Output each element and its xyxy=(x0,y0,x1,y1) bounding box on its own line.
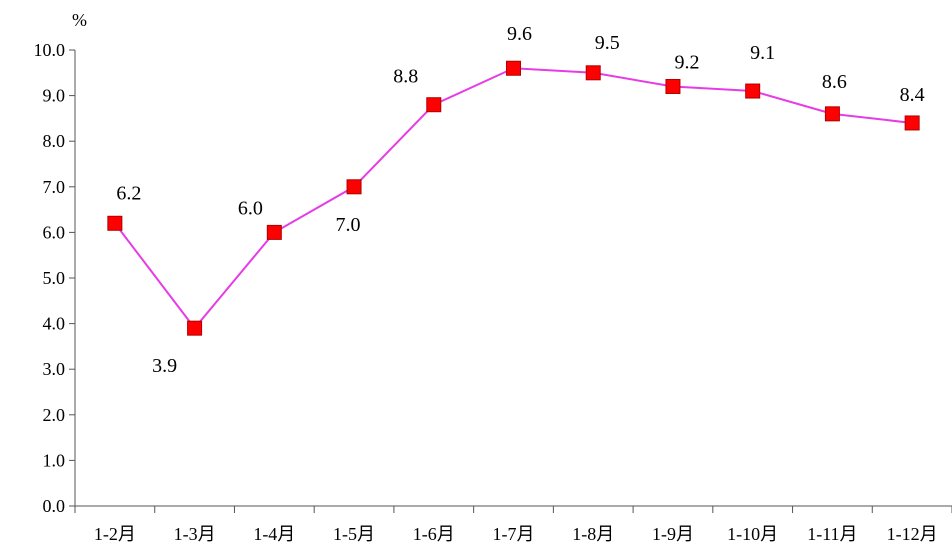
data-labels-group: 6.2 3.9 6.0 7.0 8.8 9.6 9.5 9.2 9.1 8.6 8.4 xyxy=(116,23,924,377)
data-point-marker xyxy=(266,224,282,240)
data-label: 9.5 xyxy=(595,32,620,54)
data-point-marker xyxy=(107,215,123,231)
series-line xyxy=(114,67,913,330)
x-tick-label: 1-4月 xyxy=(253,524,295,544)
y-tick-label: 9.0 xyxy=(43,86,66,106)
x-tick-label: 1-7月 xyxy=(493,524,535,544)
x-tick-label: 1-6月 xyxy=(413,524,455,544)
data-point-marker xyxy=(665,78,681,94)
y-tick-label: 5.0 xyxy=(43,268,66,288)
data-point-marker xyxy=(506,60,521,76)
data-label: 8.4 xyxy=(900,84,925,106)
data-label: 7.0 xyxy=(336,214,361,236)
y-axis-unit-label: % xyxy=(72,10,87,30)
data-point-marker xyxy=(824,106,840,122)
x-tick-label: 1-10月 xyxy=(727,524,778,544)
data-label: 3.9 xyxy=(152,355,177,377)
x-tick-label: 1-12月 xyxy=(887,524,938,544)
data-point-marker xyxy=(745,83,761,99)
data-point-marker xyxy=(585,65,601,81)
x-tick-label: 1-3月 xyxy=(174,524,216,544)
x-tick-label: 1-9月 xyxy=(652,524,694,544)
data-label: 9.6 xyxy=(507,23,532,45)
x-axis: 1-2月 1-3月 1-4月 1-5月 1-6月 1-7月 1-8月 1-9月 1-10月 1-1… xyxy=(74,505,952,544)
x-tick-label: 1-2月 xyxy=(94,524,136,544)
x-tick-label: 1-5月 xyxy=(333,524,375,544)
y-tick-label: 6.0 xyxy=(43,222,66,242)
y-tick-label: 0.0 xyxy=(43,496,66,516)
x-tick-label: 1-8月 xyxy=(572,524,614,544)
data-point-marker xyxy=(187,320,203,336)
y-tick-label: 4.0 xyxy=(43,314,66,334)
y-tick-label: 1.0 xyxy=(43,450,66,470)
series-group xyxy=(107,60,920,336)
x-tick-label: 1-11月 xyxy=(807,524,857,544)
y-tick-label: 10.0 xyxy=(34,40,66,60)
data-label: 8.6 xyxy=(822,71,847,93)
data-point-marker xyxy=(904,115,920,131)
y-axis: 0.0 1.0 2.0 3.0 4.0 5.0 6.0 7.0 8.0 9.0 10.0 xyxy=(34,40,76,516)
y-tick-label: 2.0 xyxy=(43,405,66,425)
data-label: 9.1 xyxy=(750,42,775,64)
y-tick-label: 7.0 xyxy=(43,177,66,197)
data-label: 6.0 xyxy=(238,197,263,219)
data-point-marker xyxy=(426,97,442,113)
data-label: 8.8 xyxy=(393,66,418,88)
y-tick-label: 3.0 xyxy=(43,359,66,379)
data-label: 6.2 xyxy=(116,182,141,204)
y-tick-label: 8.0 xyxy=(43,131,66,151)
data-point-marker xyxy=(346,179,362,195)
data-label: 9.2 xyxy=(674,51,699,73)
